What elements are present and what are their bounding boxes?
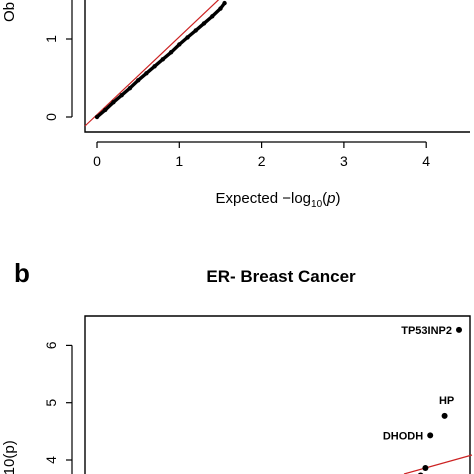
y-tick-label: 5 <box>43 399 59 407</box>
data-point <box>185 35 190 40</box>
panel-b-y-axis: 4 5 6 <box>43 341 73 474</box>
panel-a-x-axis-label: Expected −log10(p) <box>216 190 341 210</box>
panel-b-title: ER- Breast Cancer <box>206 267 356 286</box>
data-point <box>422 465 429 472</box>
panel-b-points <box>417 326 462 474</box>
panel-b-plot-frame <box>84 315 471 474</box>
gene-label: DHODH <box>383 430 423 442</box>
panel-a-plot-frame <box>84 0 470 133</box>
reference-line-y-equals-x <box>403 454 473 474</box>
data-point <box>144 71 149 76</box>
x-tick-label: 4 <box>422 153 430 169</box>
y-tick-label: 4 <box>43 456 59 464</box>
data-point <box>201 21 207 26</box>
data-point <box>111 99 116 105</box>
data-point <box>193 28 198 33</box>
data-point <box>441 412 448 419</box>
reference-line-y-equals-x <box>84 0 220 127</box>
data-point <box>456 326 462 333</box>
panel-a-reference-line <box>84 0 220 127</box>
gene-label: HP <box>439 395 454 407</box>
data-point <box>218 6 223 11</box>
data-point <box>94 114 100 120</box>
x-tick-label: 0 <box>93 153 101 169</box>
panel-a-y-axis: 01 <box>43 0 73 121</box>
data-point <box>177 42 182 47</box>
y-tick-label: 1 <box>43 35 59 43</box>
data-point <box>103 107 108 113</box>
data-point <box>210 14 215 19</box>
y-tick-label: 0 <box>43 113 59 121</box>
data-point <box>168 50 174 55</box>
data-point <box>135 78 141 83</box>
x-tick-label: 1 <box>175 153 183 169</box>
data-point <box>152 64 157 69</box>
y-tick-label: 6 <box>43 341 59 349</box>
panel-b-annotations: TP53INP2 HP DHODH <box>383 325 454 442</box>
x-tick-label: 2 <box>258 153 266 169</box>
data-point <box>222 0 227 6</box>
data-point <box>119 92 124 98</box>
panel-b-label: b <box>14 258 30 288</box>
panel-a-points <box>94 0 227 120</box>
x-tick-label: 3 <box>340 153 348 169</box>
data-point <box>127 85 133 91</box>
panel-a-y-axis-label: Ob <box>1 2 18 22</box>
gene-label: TP53INP2 <box>401 325 452 337</box>
data-point <box>160 57 166 62</box>
data-point <box>427 432 434 439</box>
panel-b-y-axis-label: g10(p) <box>1 440 18 474</box>
panel-a-x-axis: 0 1 2 3 4 <box>93 141 430 169</box>
panel-b-reference-line <box>403 454 473 474</box>
